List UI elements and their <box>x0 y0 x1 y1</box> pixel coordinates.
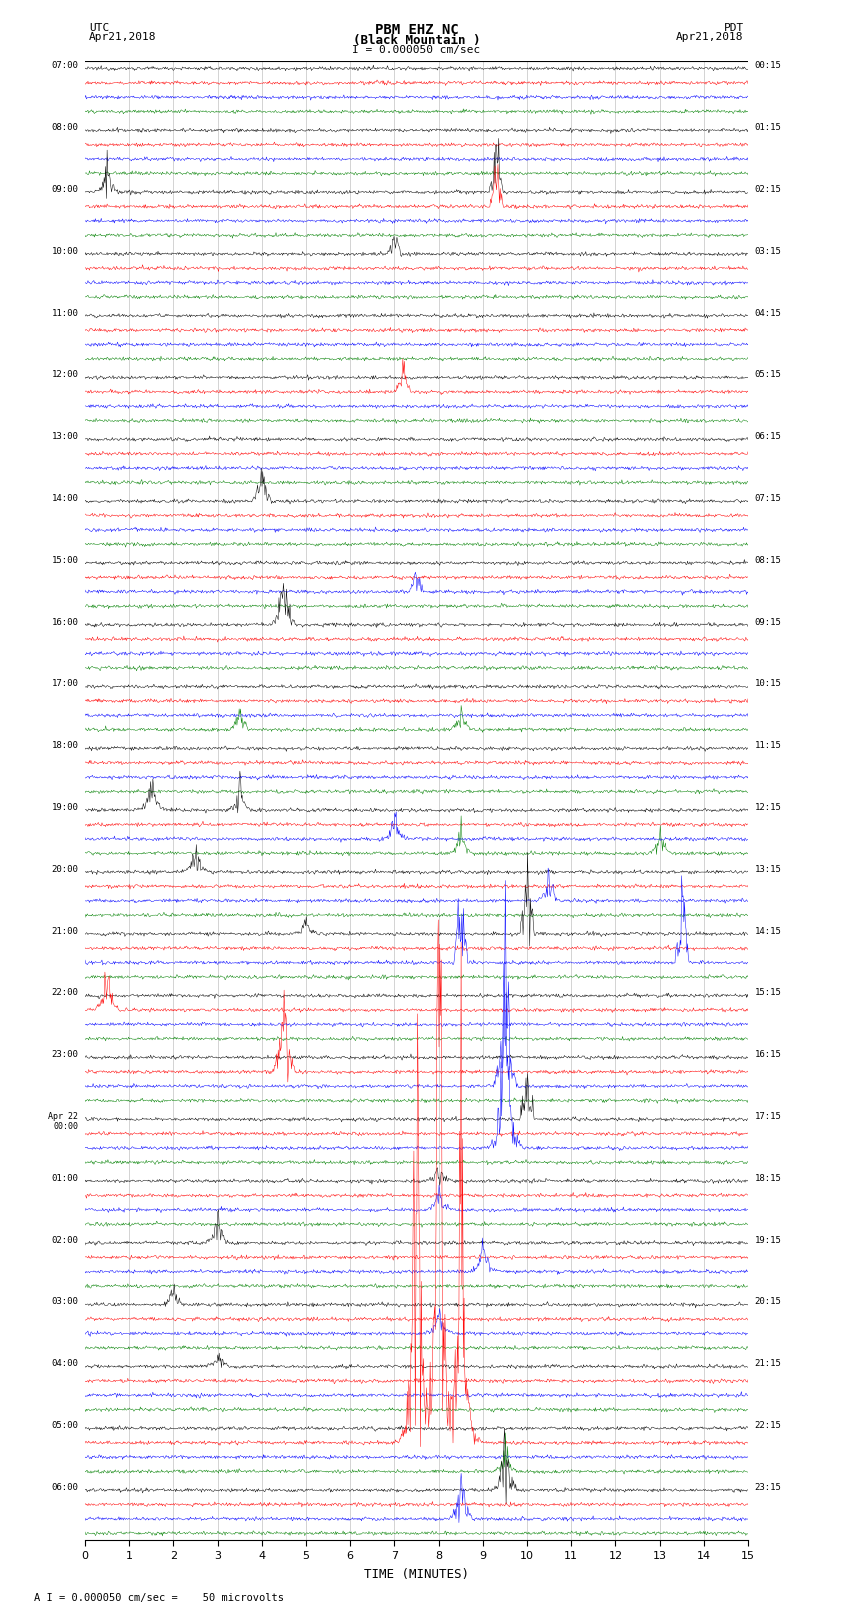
Text: 22:15: 22:15 <box>755 1421 781 1431</box>
Text: 18:15: 18:15 <box>755 1174 781 1182</box>
Text: 14:15: 14:15 <box>755 926 781 936</box>
Text: UTC: UTC <box>89 23 110 32</box>
Text: 10:00: 10:00 <box>52 247 78 256</box>
Text: 10:15: 10:15 <box>755 679 781 689</box>
Text: 04:00: 04:00 <box>52 1360 78 1368</box>
Text: 12:00: 12:00 <box>52 371 78 379</box>
Text: Apr 22
00:00: Apr 22 00:00 <box>48 1111 78 1131</box>
Text: 08:15: 08:15 <box>755 556 781 565</box>
Text: 16:15: 16:15 <box>755 1050 781 1060</box>
Text: Apr21,2018: Apr21,2018 <box>677 32 744 42</box>
Text: 22:00: 22:00 <box>52 989 78 997</box>
Text: 07:00: 07:00 <box>52 61 78 71</box>
Text: 13:00: 13:00 <box>52 432 78 440</box>
Text: 11:15: 11:15 <box>755 742 781 750</box>
Text: 02:15: 02:15 <box>755 185 781 194</box>
Text: PDT: PDT <box>723 23 744 32</box>
Text: 15:00: 15:00 <box>52 556 78 565</box>
Text: 02:00: 02:00 <box>52 1236 78 1245</box>
Text: 01:15: 01:15 <box>755 123 781 132</box>
Text: 08:00: 08:00 <box>52 123 78 132</box>
Text: 03:15: 03:15 <box>755 247 781 256</box>
Text: 21:00: 21:00 <box>52 926 78 936</box>
Text: 06:00: 06:00 <box>52 1482 78 1492</box>
Text: 11:00: 11:00 <box>52 308 78 318</box>
Text: 07:15: 07:15 <box>755 494 781 503</box>
Text: 04:15: 04:15 <box>755 308 781 318</box>
Text: 17:15: 17:15 <box>755 1111 781 1121</box>
Text: 09:15: 09:15 <box>755 618 781 626</box>
Text: Apr21,2018: Apr21,2018 <box>89 32 156 42</box>
Text: 09:00: 09:00 <box>52 185 78 194</box>
Text: 05:15: 05:15 <box>755 371 781 379</box>
X-axis label: TIME (MINUTES): TIME (MINUTES) <box>364 1568 469 1581</box>
Text: 17:00: 17:00 <box>52 679 78 689</box>
Text: 00:15: 00:15 <box>755 61 781 71</box>
Text: 01:00: 01:00 <box>52 1174 78 1182</box>
Text: 18:00: 18:00 <box>52 742 78 750</box>
Text: 15:15: 15:15 <box>755 989 781 997</box>
Text: 19:15: 19:15 <box>755 1236 781 1245</box>
Text: 16:00: 16:00 <box>52 618 78 626</box>
Text: 03:00: 03:00 <box>52 1297 78 1307</box>
Text: 20:15: 20:15 <box>755 1297 781 1307</box>
Text: I = 0.000050 cm/sec: I = 0.000050 cm/sec <box>353 45 480 55</box>
Text: 14:00: 14:00 <box>52 494 78 503</box>
Text: 13:15: 13:15 <box>755 865 781 874</box>
Text: PBM EHZ NC: PBM EHZ NC <box>375 23 458 37</box>
Text: 23:15: 23:15 <box>755 1482 781 1492</box>
Text: A I = 0.000050 cm/sec =    50 microvolts: A I = 0.000050 cm/sec = 50 microvolts <box>34 1594 284 1603</box>
Text: 12:15: 12:15 <box>755 803 781 811</box>
Text: 21:15: 21:15 <box>755 1360 781 1368</box>
Text: 05:00: 05:00 <box>52 1421 78 1431</box>
Text: 06:15: 06:15 <box>755 432 781 440</box>
Text: 23:00: 23:00 <box>52 1050 78 1060</box>
Text: (Black Mountain ): (Black Mountain ) <box>353 34 480 47</box>
Text: 19:00: 19:00 <box>52 803 78 811</box>
Text: 20:00: 20:00 <box>52 865 78 874</box>
